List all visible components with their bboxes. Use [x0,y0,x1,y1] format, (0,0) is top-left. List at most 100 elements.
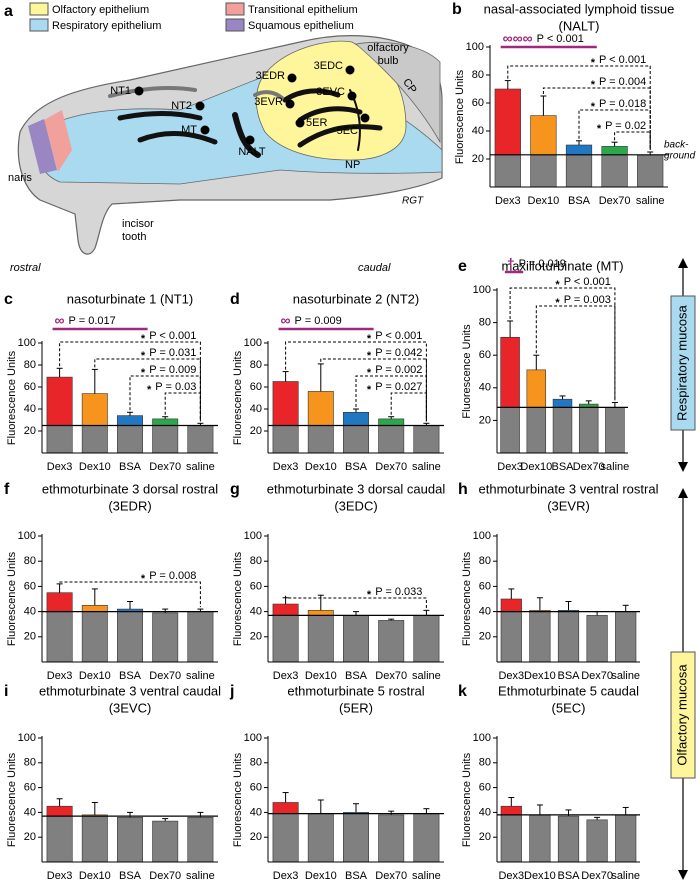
x-tick-label: saline [412,870,441,882]
legend-label: Transitional epithelium [248,4,358,16]
comparison-label: P < 0.001 [375,330,422,342]
side-label: Respiratory mucosa [674,304,689,420]
comparison-label: P = 0.03 [155,381,196,393]
comparison-star: * [591,79,596,91]
bar [152,612,179,663]
legend-swatch [225,18,245,32]
comparison-star: * [367,367,372,379]
x-tick-label: Dex10 [79,870,111,882]
y-tick-label: 20 [250,831,262,843]
x-tick-label: BSA [119,461,142,473]
y-tick-label: 40 [24,403,36,415]
x-tick-label: Dex70 [375,670,407,682]
site-label: 3EDC [314,60,343,72]
bar-background-part [81,611,108,663]
bar [343,411,369,426]
y-tick-label: 100 [473,732,491,744]
comparison-label: P = 0.004 [599,76,646,88]
comparison-bracket [320,358,427,422]
x-tick-label: BSA [119,670,142,682]
anatomy-diagram: a Olfactory epithelium Respiratory epith… [4,2,443,274]
bar [586,615,608,663]
comparison-label: P < 0.001 [149,330,196,342]
y-tick-label: 60 [250,782,262,794]
bar [187,611,214,663]
bar-background-part [81,815,108,863]
x-tick-label: Dex10 [520,461,552,473]
y-tick-label: 20 [479,831,491,843]
comparison-bracket [355,375,427,422]
y-axis-label: Fluorescence Units [6,752,18,847]
bar [81,604,108,612]
bar [187,817,214,863]
x-tick-label: BSA [119,870,142,882]
panel-letter: i [4,683,8,700]
bar [586,819,608,863]
x-tick-label: saline [601,461,630,473]
bar [378,620,405,663]
bar [500,336,520,408]
y-tick-label: 100 [473,284,491,296]
marker-label: P = 0.019 [519,258,566,270]
x-tick-label: Dex70 [149,870,181,882]
x-tick-label: BSA [345,670,368,682]
bar-background-part [272,813,299,863]
site-label: NALT [238,146,266,158]
marker-symbol: ∞ [55,312,65,328]
comparison-star: * [597,123,602,135]
y-tick-label: 60 [479,782,491,794]
marker-text: ∞∞∞ P < 0.001 [503,30,584,46]
x-tick-label: BSA [345,870,368,882]
site-label: RGT [402,196,424,207]
x-tick-label: Dex10 [305,461,337,473]
comparison-bracket [542,87,651,150]
legend-swatch [29,2,49,16]
y-tick-label: 40 [24,606,36,618]
y-tick-label: 40 [250,806,262,818]
x-tick-label: saline [412,670,441,682]
site-label: 3EVR [254,96,283,108]
y-tick-label: 40 [250,403,262,415]
bar [413,813,440,863]
marker-label: P = 0.009 [295,315,342,327]
x-tick-label: Dex10 [79,461,111,473]
y-axis-label: Fluorescence Units [6,350,18,445]
bar [615,611,637,663]
y-tick-label: 40 [472,125,484,137]
chart-title: maxilloturbinate (MT) [501,258,623,273]
x-tick-label: saline [611,670,640,682]
turbinates [108,86,383,158]
legend-swatch [29,18,49,32]
x-tick-label: BSA [345,461,368,473]
x-tick-label: Dex3 [495,195,521,207]
y-tick-label: 20 [24,631,36,643]
y-tick-label: 100 [18,337,36,349]
y-tick-label: 20 [479,414,491,426]
bar-background-part [343,425,369,454]
bar-background-part [117,611,143,663]
panel-letter: f [4,481,10,498]
bar [272,381,299,426]
x-tick-label: saline [186,461,215,473]
x-tick-label: Dex70 [149,670,181,682]
olfactory-bulb [355,41,441,144]
x-tick-label: Dex10 [528,195,560,207]
bar [187,425,214,454]
comparison-label: P = 0.002 [375,364,422,376]
bar [529,814,551,863]
comparison-star: * [141,350,146,362]
y-tick-label: 80 [24,757,36,769]
bar-background-part [601,154,628,188]
bar-background-part [530,154,557,188]
comparison-bracket [59,341,201,422]
comparison-star: * [367,333,372,345]
bar [272,603,299,616]
x-tick-label: Dex3 [47,461,73,473]
y-tick-label: 80 [250,359,262,371]
bar-background-part [500,814,522,863]
bar [343,615,369,663]
bar-background-part [378,425,405,454]
marker-label: P = 0.017 [69,315,116,327]
olfactory-region [255,40,407,161]
